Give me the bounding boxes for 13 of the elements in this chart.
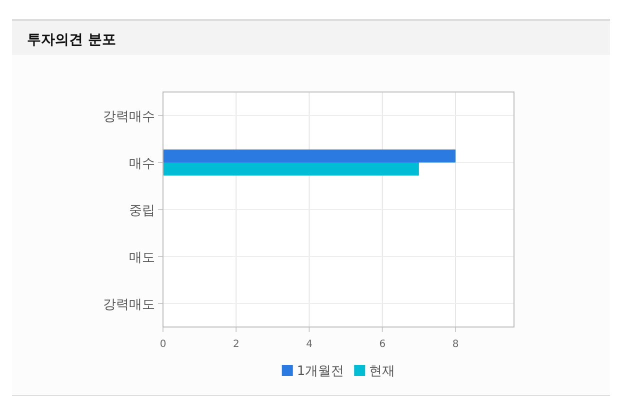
x-tick-label: 4: [306, 339, 312, 350]
x-tick-label: 8: [452, 339, 459, 350]
x-tick-label: 6: [379, 339, 386, 350]
y-tick-label: 강력매도: [103, 298, 155, 312]
x-tick-label: 0: [160, 339, 166, 350]
y-tick-label: 중립: [129, 204, 155, 218]
legend-label: 현재: [369, 364, 396, 379]
x-tick-label: 2: [232, 339, 240, 350]
y-tick-label: 매수: [129, 156, 155, 172]
y-tick-label: 매도: [129, 250, 155, 266]
chart-title: 투자의견 분포: [27, 32, 116, 48]
y-tick-label: 강력매수: [103, 110, 155, 124]
legend-label: 1개월전: [296, 364, 344, 379]
